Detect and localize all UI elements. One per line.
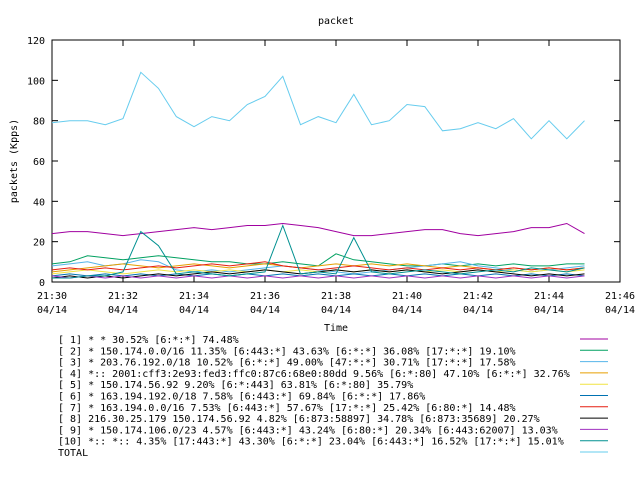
x-axis-label: Time <box>324 323 348 334</box>
legend-entry-label: [ 7] * 163.194.0.0/16 7.53% [6:443:*] 57… <box>58 403 516 414</box>
x-tick-date: 04/14 <box>108 305 138 316</box>
series-line-6 <box>51 273 585 277</box>
y-tick-label: 40 <box>33 197 45 208</box>
x-tick-time: 21:34 <box>179 291 209 302</box>
legend-entry-label: [ 1] * * 30.52% [6:*:*] 74.48% <box>58 335 239 346</box>
chart-title: packet <box>318 16 354 27</box>
legend: [ 1] * * 30.52% [6:*:*] 74.48%[ 2] * 150… <box>58 335 608 459</box>
y-tick-label: 100 <box>27 76 45 87</box>
legend-entry-label: [ 5] * 150.174.56.92 9.20% [6:*:443] 63.… <box>58 380 413 391</box>
y-tick-label: 0 <box>39 278 45 289</box>
legend-entry-label: [10] *:: *:: 4.35% [17:443:*] 43.30% [6:… <box>58 437 564 448</box>
y-tick-label: 60 <box>33 157 45 168</box>
legend-entry-label: [ 2] * 150.174.0.0/16 11.35% [6:443:*] 4… <box>58 346 516 357</box>
x-tick-time: 21:40 <box>392 291 422 302</box>
x-tick-time: 21:30 <box>37 291 67 302</box>
x-tick-date: 04/14 <box>463 305 493 316</box>
y-tick-label: 20 <box>33 238 45 249</box>
legend-entry-label: TOTAL <box>58 448 88 459</box>
x-tick-time: 21:44 <box>534 291 564 302</box>
x-tick-time: 21:36 <box>250 291 280 302</box>
series-lines <box>51 71 585 279</box>
x-tick-time: 21:38 <box>321 291 351 302</box>
legend-entry-label: [ 3] * 203.76.192.0/18 10.52% [6:*:*] 49… <box>58 358 516 369</box>
series-line-1 <box>51 222 585 237</box>
x-tick-date: 04/14 <box>250 305 280 316</box>
series-line-10 <box>52 224 585 279</box>
legend-entry-label: [ 9] * 150.174.106.0/23 4.57% [6:443:*] … <box>58 425 558 436</box>
x-axis-ticks: 21:30 04/14 21:32 04/14 21:34 04/14 21:36 04/14… <box>37 40 635 316</box>
plot-frame <box>51 39 621 283</box>
x-tick-date: 04/14 <box>37 305 67 316</box>
x-tick-date: 04/14 <box>392 305 422 316</box>
x-tick-date: 04/14 <box>179 305 209 316</box>
y-axis-label: packets (Kpps) <box>9 119 20 203</box>
legend-entry-label: [ 4] *:: 2001:cff3:2e93:fed3:ffc0:87c6:6… <box>58 369 570 380</box>
legend-entry-label: [ 8] 216.30.25.179 150.174.56.92 4.82% [… <box>58 414 540 425</box>
x-tick-time: 21:46 <box>605 291 635 302</box>
x-tick-date: 04/14 <box>321 305 351 316</box>
x-tick-date: 04/14 <box>605 305 635 316</box>
x-tick-date: 04/14 <box>534 305 564 316</box>
series-line-9 <box>51 275 585 279</box>
legend-entry-label: [ 6] * 163.194.192.0/18 7.58% [6:443:*] … <box>58 392 425 403</box>
y-tick-label: 80 <box>33 117 45 128</box>
series-line-11 <box>51 71 585 140</box>
x-tick-time: 21:42 <box>463 291 493 302</box>
x-tick-time: 21:32 <box>108 291 138 302</box>
y-tick-label: 120 <box>27 36 45 47</box>
series-line-2 <box>51 253 585 267</box>
y-axis-ticks: 0 20 40 60 80 100 120 <box>27 36 620 289</box>
